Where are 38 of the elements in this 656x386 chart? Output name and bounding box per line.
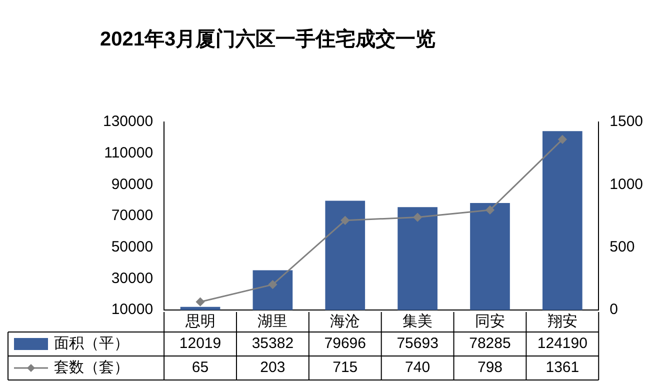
data-label: 79696	[324, 335, 366, 352]
point	[196, 298, 205, 306]
y-tick-label: 90000	[111, 176, 154, 193]
data-label: 715	[332, 359, 358, 376]
y-tick-label: 130000	[102, 113, 154, 130]
data-label: 65	[192, 359, 209, 376]
x-tick-label: 翔安	[547, 313, 578, 330]
legend-label: 面积（平）	[54, 335, 129, 352]
legend-label: 套数（套）	[54, 359, 129, 376]
data-label: 75693	[396, 335, 438, 352]
x-tick-label: 湖里	[258, 313, 288, 330]
point	[413, 213, 422, 222]
data-label: 798	[477, 359, 502, 376]
data-label: 740	[405, 359, 430, 376]
x-tick-label: 集美	[402, 313, 433, 330]
data-label: 35382	[252, 335, 294, 352]
y2-tick-label: 500	[610, 238, 635, 256]
x-tick-label: 海沧	[330, 313, 360, 330]
y-tick-label: 110000	[104, 144, 154, 162]
point	[268, 280, 277, 289]
y-tick-label: 10000	[111, 301, 154, 318]
y-tick-label: 50000	[111, 238, 154, 256]
data-label: 203	[260, 359, 286, 376]
point	[340, 216, 350, 225]
data-label: 78285	[469, 335, 511, 352]
y2-tick-label: 0	[610, 301, 618, 318]
y-tick-label: 30000	[111, 270, 154, 287]
data-label: 1361	[546, 359, 580, 376]
data-label: 124190	[537, 335, 588, 352]
point	[558, 135, 567, 144]
x-tick-label: 同安	[474, 313, 505, 330]
y-tick-label: 70000	[111, 207, 154, 224]
x-tick-label: 思明	[184, 313, 216, 330]
point	[486, 206, 494, 214]
data-label: 12019	[179, 335, 222, 352]
y2-tick-label: 1500	[610, 113, 644, 130]
chart-title: 2021年3月厦门六区一手住宅成交一览	[100, 28, 436, 51]
y2-tick-label: 1000	[610, 176, 644, 193]
